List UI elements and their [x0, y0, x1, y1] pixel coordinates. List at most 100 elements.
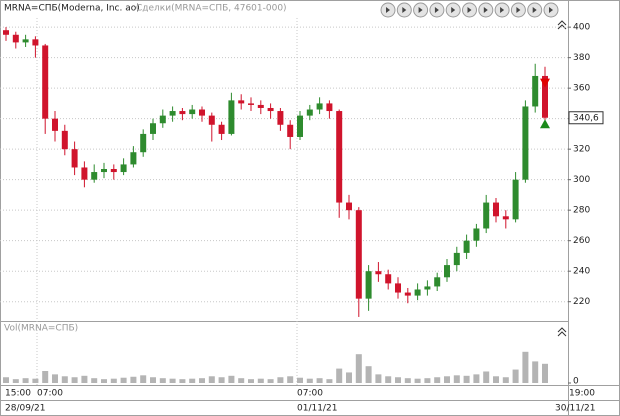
volume-bar [248, 379, 254, 383]
volume-bar [297, 377, 303, 383]
y-tick-label: 360 [573, 84, 590, 94]
volume-bar [287, 376, 294, 383]
candle-body [522, 106, 529, 180]
volume-bar [218, 377, 225, 383]
candle-body [52, 118, 58, 131]
candle-body [453, 252, 460, 266]
candle-body [463, 240, 470, 253]
volume-bar [238, 378, 245, 383]
candle-body [502, 216, 509, 220]
candle-body [110, 169, 117, 173]
candle-body [159, 115, 166, 124]
candle-body [434, 277, 441, 287]
candle-body [179, 111, 186, 115]
candle-body [257, 104, 264, 108]
candle-body [493, 202, 499, 217]
candle-body [365, 271, 372, 299]
volume-bar [434, 377, 441, 383]
volume-bar [71, 377, 78, 383]
volume-bar [493, 376, 499, 383]
volume-bar [120, 377, 127, 383]
volume-bar [257, 378, 264, 383]
candle-body [71, 149, 78, 168]
volume-bar [208, 376, 215, 383]
y-tick-label: 260 [573, 236, 590, 246]
date-label: 28/09/21 [5, 404, 45, 414]
chart-subtitle: Сделки(MRNA=СПБ, 47601-000) [136, 4, 287, 14]
volume-bar [424, 378, 431, 383]
candle-body [542, 75, 548, 118]
volume-bar [169, 378, 176, 383]
date-label: 01/11/21 [297, 404, 337, 414]
volume-bar [395, 377, 401, 383]
collapse-icon[interactable] [557, 20, 567, 30]
candle-body [101, 169, 107, 173]
volume-bar [101, 379, 107, 383]
volume-bar [512, 369, 519, 383]
time-label: 19:00 [569, 389, 595, 399]
candle-body [169, 111, 176, 116]
candle-body [385, 274, 392, 284]
volume-bar [140, 375, 147, 383]
volume-bar [91, 378, 98, 383]
volume-bar [32, 378, 39, 383]
volume-bar [22, 378, 29, 383]
y-tick-label: 300 [573, 175, 590, 185]
volume-bar [3, 377, 9, 383]
time-label: 07:00 [297, 389, 323, 399]
candle-body [228, 100, 235, 134]
volume-bar [473, 374, 480, 383]
volume-bar [336, 368, 343, 383]
time-label: 07:00 [37, 389, 63, 399]
volume-bar [483, 371, 490, 383]
candle-body [414, 289, 421, 296]
candle-body [316, 103, 323, 110]
candle-body [355, 210, 362, 299]
toolbar-icon [532, 7, 537, 13]
candle-body [208, 115, 215, 125]
y-tick-label: 0 [573, 377, 579, 387]
toolbar-icon [418, 7, 423, 13]
candle-body [218, 124, 225, 134]
candle-body [395, 283, 401, 293]
volume-bar [12, 379, 19, 383]
candle-body [483, 202, 490, 229]
toolbar-icon [467, 7, 472, 13]
volume-bar [228, 375, 235, 383]
candle-body [512, 179, 519, 220]
volume-bar [150, 377, 156, 383]
time-label: 15:00 [5, 389, 31, 399]
volume-bar [179, 379, 186, 383]
volume-bar [81, 375, 88, 383]
volume-bar [385, 376, 392, 383]
volume-bar [375, 374, 382, 383]
candle-body [424, 286, 431, 290]
volume-bar [365, 366, 372, 383]
toolbar-icon [516, 7, 521, 13]
volume-bar [306, 378, 313, 383]
collapse-icon[interactable] [557, 327, 567, 337]
volume-bar [502, 377, 509, 383]
toolbar-icon [483, 7, 488, 13]
volume-bar [199, 378, 205, 383]
volume-title: Vol(MRNA=СПБ) [4, 324, 78, 334]
volume-bar [326, 379, 333, 383]
volume-bar [522, 351, 529, 383]
y-tick-label: 220 [573, 297, 590, 307]
candle-body [444, 265, 450, 278]
candle-body [375, 271, 382, 275]
candle-body [120, 164, 127, 173]
toolbar-icon [386, 7, 390, 13]
candle-body [42, 45, 49, 119]
candle-body [3, 30, 9, 35]
toolbar-icon [500, 7, 505, 13]
y-tick-label: 240 [573, 267, 590, 277]
volume-bar [404, 378, 411, 383]
candle-body [32, 39, 39, 46]
toolbar-icon [451, 7, 456, 13]
toolbar-icon [402, 7, 407, 13]
volume-bar [189, 378, 196, 383]
candle-body [199, 109, 205, 116]
toolbar [380, 2, 559, 18]
